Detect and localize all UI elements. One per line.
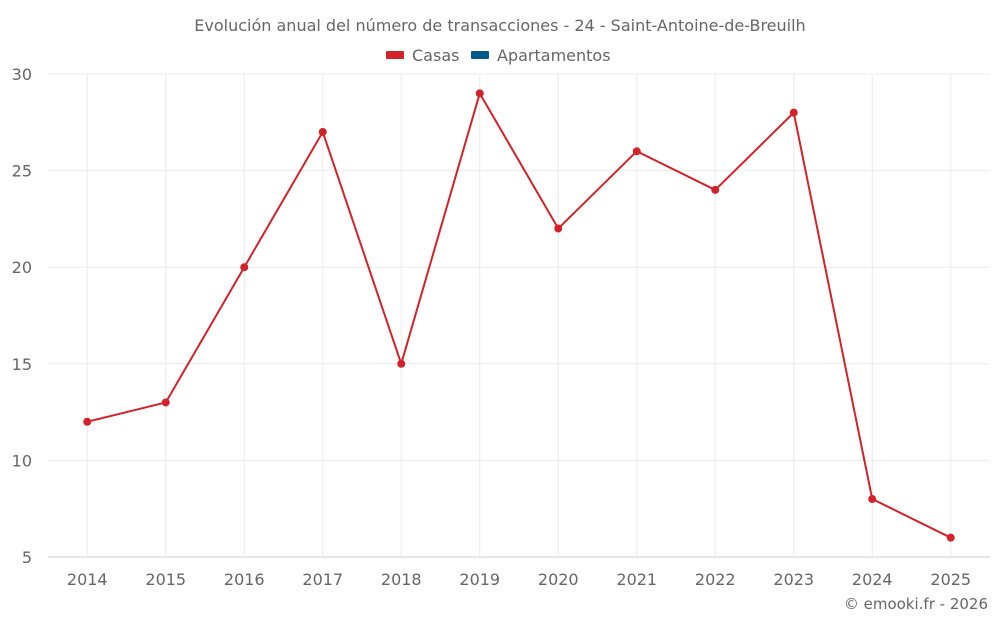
data-point[interactable] <box>554 224 563 233</box>
legend-label-casas: Casas <box>412 46 459 65</box>
data-point[interactable] <box>318 127 327 136</box>
legend: Casas Apartamentos <box>386 46 611 65</box>
chart-title: Evolución anual del número de transaccio… <box>194 16 805 35</box>
x-tick-label: 2017 <box>302 570 343 589</box>
y-axis: 5 10 15 20 25 30 <box>12 65 32 567</box>
y-tick-label: 25 <box>12 162 32 181</box>
data-point[interactable] <box>240 263 249 272</box>
x-tick-label: 2014 <box>67 570 108 589</box>
data-point[interactable] <box>946 533 955 542</box>
legend-item-casas[interactable]: Casas <box>386 46 459 65</box>
x-tick-label: 2016 <box>224 570 265 589</box>
y-tick-label: 5 <box>22 548 32 567</box>
x-tick-label: 2018 <box>381 570 422 589</box>
series-casas <box>83 89 955 542</box>
x-axis: 2014 2015 2016 2017 2018 2019 2020 2021 2022 2023… <box>67 570 971 589</box>
grid <box>48 73 990 558</box>
y-tick-label: 10 <box>12 451 32 470</box>
data-point[interactable] <box>83 417 92 426</box>
legend-item-apartamentos[interactable]: Apartamentos <box>471 46 611 65</box>
x-tick-label: 2022 <box>695 570 736 589</box>
data-point[interactable] <box>711 185 720 194</box>
data-point[interactable] <box>632 147 641 156</box>
data-point[interactable] <box>789 108 798 117</box>
data-point[interactable] <box>475 89 484 98</box>
series-line <box>87 92 952 539</box>
y-tick-label: 30 <box>12 65 32 84</box>
x-tick-label: 2021 <box>616 570 657 589</box>
credit-text: © emooki.fr - 2026 <box>844 595 988 613</box>
x-tick-label: 2024 <box>852 570 893 589</box>
x-tick-label: 2023 <box>773 570 814 589</box>
x-tick-label: 2015 <box>145 570 186 589</box>
x-tick-label: 2019 <box>459 570 500 589</box>
legend-swatch-apartamentos <box>471 51 489 59</box>
y-tick-label: 15 <box>12 355 32 374</box>
legend-swatch-casas <box>386 51 404 59</box>
x-tick-label: 2020 <box>538 570 579 589</box>
data-point[interactable] <box>161 398 170 407</box>
legend-label-apartamentos: Apartamentos <box>497 46 611 65</box>
x-tick-label: 2025 <box>930 570 971 589</box>
data-point[interactable] <box>868 495 877 504</box>
y-tick-label: 20 <box>12 258 32 277</box>
data-point[interactable] <box>397 359 406 368</box>
